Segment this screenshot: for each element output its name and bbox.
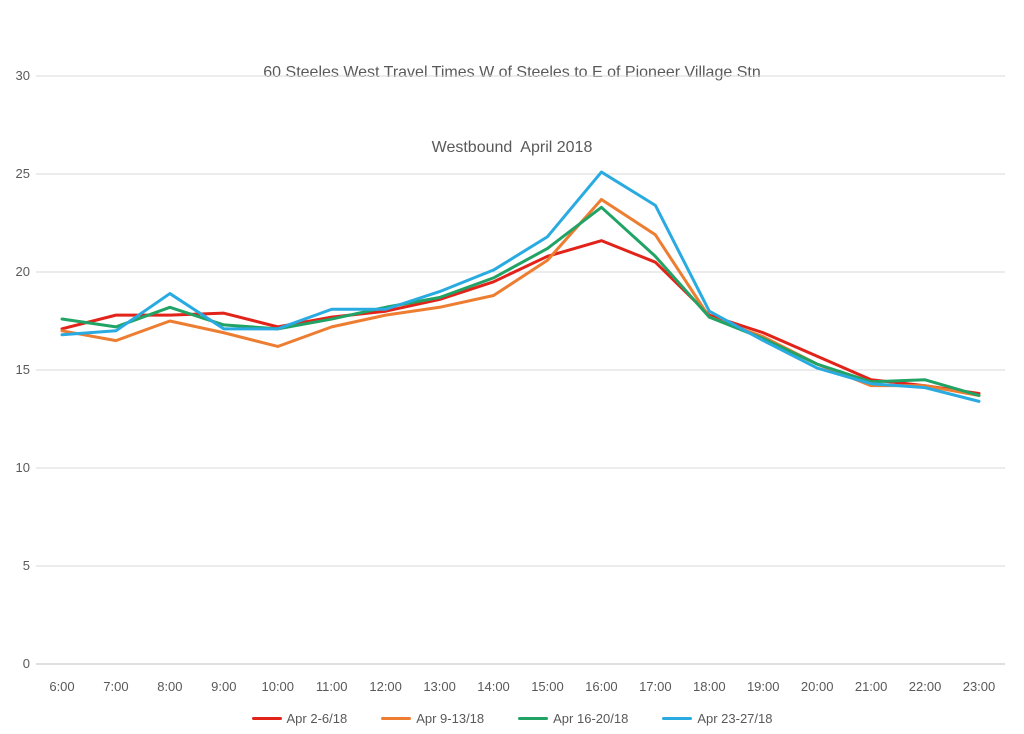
x-tick-14:00: 14:00: [477, 679, 510, 694]
x-tick-17:00: 17:00: [639, 679, 672, 694]
legend-item-apr-23-27: Apr 23-27/18: [662, 711, 772, 726]
legend-label: Apr 23-27/18: [697, 711, 773, 726]
x-tick-6:00: 6:00: [49, 679, 74, 694]
chart-title-line1: 60 Steeles West Travel Times W of Steele…: [263, 64, 761, 81]
series-line-apr-23-27-18: [60, 170, 981, 403]
legend-label: Apr 9-13/18: [416, 711, 485, 726]
x-tick-22:00: 22:00: [909, 679, 942, 694]
legend-item-apr-2-6: Apr 2-6/18: [251, 711, 348, 726]
x-tick-12:00: 12:00: [369, 679, 402, 694]
y-tick-10: 10: [16, 460, 30, 475]
x-tick-21:00: 21:00: [855, 679, 888, 694]
legend-line-swatch-red: [251, 717, 282, 720]
x-tick-19:00: 19:00: [747, 679, 780, 694]
chart-legend: Apr 2-6/18 Apr 9-13/18 Apr 16-20/18 Apr …: [0, 711, 1024, 726]
legend-line-swatch-orange: [381, 717, 412, 720]
x-tick-15:00: 15:00: [531, 679, 564, 694]
legend-label: Apr 16-20/18: [553, 711, 629, 726]
x-tick-11:00: 11:00: [316, 679, 348, 694]
chart-title: 60 Steeles West Travel Times W of Steele…: [0, 10, 1024, 210]
x-tick-10:00: 10:00: [261, 679, 294, 694]
legend-item-apr-9-13: Apr 9-13/18: [381, 711, 484, 726]
series-line-apr-2-6-18: [60, 239, 981, 396]
x-tick-18:00: 18:00: [693, 679, 726, 694]
legend-line-swatch-blue: [662, 717, 693, 720]
y-tick-25: 25: [16, 166, 30, 181]
legend-line-swatch-green: [518, 717, 549, 720]
x-tick-13:00: 13:00: [423, 679, 456, 694]
y-tick-20: 20: [16, 264, 30, 279]
x-tick-7:00: 7:00: [103, 679, 128, 694]
x-tick-20:00: 20:00: [801, 679, 834, 694]
x-tick-23:00: 23:00: [963, 679, 996, 694]
legend-label: Apr 2-6/18: [286, 711, 348, 726]
x-tick-8:00: 8:00: [157, 679, 182, 694]
y-tick-5: 5: [23, 558, 30, 573]
x-tick-9:00: 9:00: [211, 679, 236, 694]
y-tick-15: 15: [16, 362, 30, 377]
legend-item-apr-16-20: Apr 16-20/18: [518, 711, 628, 726]
y-tick-0: 0: [23, 656, 30, 671]
y-tick-30: 30: [16, 68, 30, 83]
chart-title-line2: Westbound April 2018: [431, 139, 593, 156]
x-tick-16:00: 16:00: [585, 679, 618, 694]
